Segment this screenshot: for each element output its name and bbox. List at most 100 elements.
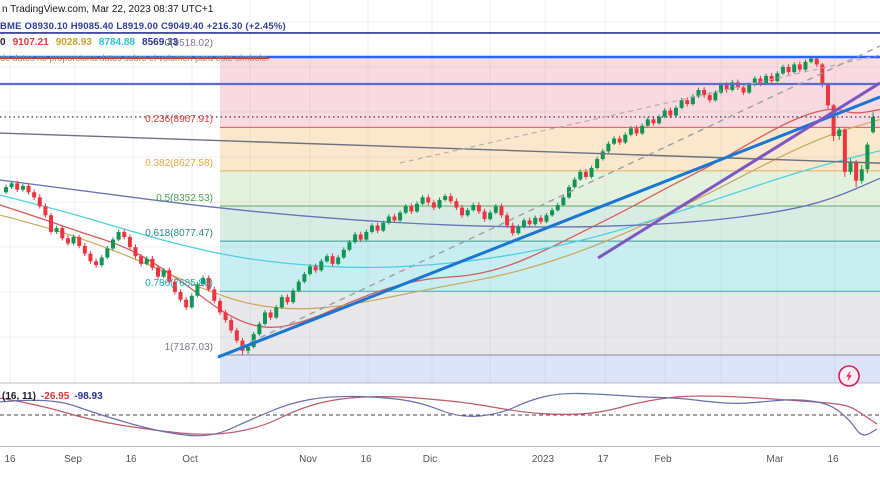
oscillator-pane-bg[interactable] [0,383,880,446]
time-axis-label-8[interactable]: 17 [597,454,609,465]
attribution-text: n TradingView.com, Mar 22, 2023 08:37 UT… [2,4,214,15]
candle-body [234,330,239,341]
time-axis-label-2[interactable]: 16 [125,454,137,465]
time-axis-label-1[interactable]: Sep [64,454,82,465]
candle-body [43,206,48,216]
candle-body [20,185,25,190]
candle-body [341,249,346,258]
candle-body [324,256,329,262]
candle-body [809,58,814,62]
candle-body [392,216,397,221]
candle-body [719,84,724,93]
time-axis-label-0[interactable]: 16 [4,454,16,465]
candle-body [668,110,673,116]
candle-body [94,261,99,266]
candle-body [465,210,470,216]
candle-body [797,64,802,70]
candle-body [871,116,876,133]
candle-body [426,197,431,203]
candle-body [437,199,442,208]
fib-label-0.236: 0.236(8967.91) [145,114,213,126]
candle-body [386,216,391,223]
candle-body [623,134,628,143]
candle-body [110,239,115,249]
candle-body [178,291,183,300]
time-axis-label-9[interactable]: Feb [654,454,672,465]
candle-body [617,138,622,143]
candle-body [606,143,611,152]
candle-body [589,167,594,177]
time-axis-label-3[interactable]: Oct [182,454,198,465]
fib-label-0.618: 0.618(8077.47) [145,228,213,240]
ma-values-readout[interactable]: 0 9107.21 9028.93 8784.88 8569.33 [0,37,185,49]
candle-body [848,161,853,172]
candle-body [212,289,217,301]
boost-lightning-button[interactable] [837,364,861,388]
candle-body [741,87,746,93]
candle-body [521,220,526,227]
dashed-channel-a[interactable] [239,45,880,348]
candle-body [184,299,189,308]
candle-body [122,231,127,238]
candle-body [707,95,712,101]
candle-body [460,207,465,216]
ma-mid-olive [0,118,880,310]
candle-body [516,226,521,234]
oscillator-readout[interactable]: (16, 11) -26.95 -98.93 [2,391,103,403]
candle-body [116,231,121,240]
candle-body [865,144,870,170]
steep-trend-purple[interactable] [597,81,880,260]
candle-body [510,225,515,234]
time-axis-label-4[interactable]: Nov [299,454,317,465]
candle-body [634,128,639,134]
fib-label-0: 0(9518.02) [164,38,213,49]
dashed-channel-b[interactable] [399,54,880,164]
descending-resistance[interactable] [0,132,880,164]
candle-body [206,277,211,290]
candle-body [645,119,650,126]
candle-body [4,187,8,193]
candle-body [223,312,228,321]
candle-body [26,185,31,193]
fib-band-0.382 [220,170,880,207]
candle-body [347,242,352,250]
candle-body [662,110,667,117]
candle-body [651,119,656,124]
ma-value-2: 8784.88 [98,37,136,48]
candle-body [544,215,549,222]
symbol-ohlc-readout[interactable]: BME O8930.10 H9085.40 L8919.00 C9049.40 … [0,21,286,32]
candle-body [336,257,341,264]
candle-body [313,266,318,271]
time-axis-label-7[interactable]: 2023 [531,454,555,465]
time-axis-label-6[interactable]: Dic [422,454,438,465]
fib-band-1 [220,355,880,384]
candle-body [54,228,59,232]
candle-body [854,161,859,181]
candle-body [308,266,313,275]
candle-body [820,64,825,85]
candle-body [133,247,138,257]
candle-body [831,105,836,137]
candle-body [279,297,284,308]
candle-body [505,215,510,226]
uptrend-support-blue[interactable] [217,95,880,359]
candle-body [443,196,448,200]
candle-body [409,206,414,212]
time-axis-label-10[interactable]: Mar [766,454,784,465]
time-axis-label-5[interactable]: 16 [360,454,372,465]
candle-body [229,320,234,331]
candle-body [555,205,560,211]
time-axis-label-11[interactable]: 16 [827,454,839,465]
candle-body [730,82,735,90]
fib-label-0.382: 0.382(8627.58) [145,157,213,169]
volume-warning-text: de datos no proporciona datos sobre el v… [0,53,270,63]
candle-body [752,78,757,85]
candle-body [690,96,695,105]
candle-body [550,210,555,216]
ma-slow-cyan [0,150,880,269]
candle-body [49,215,54,232]
fib-band-0.786 [220,291,880,356]
candle-body [268,312,273,318]
candle-body [572,179,577,188]
